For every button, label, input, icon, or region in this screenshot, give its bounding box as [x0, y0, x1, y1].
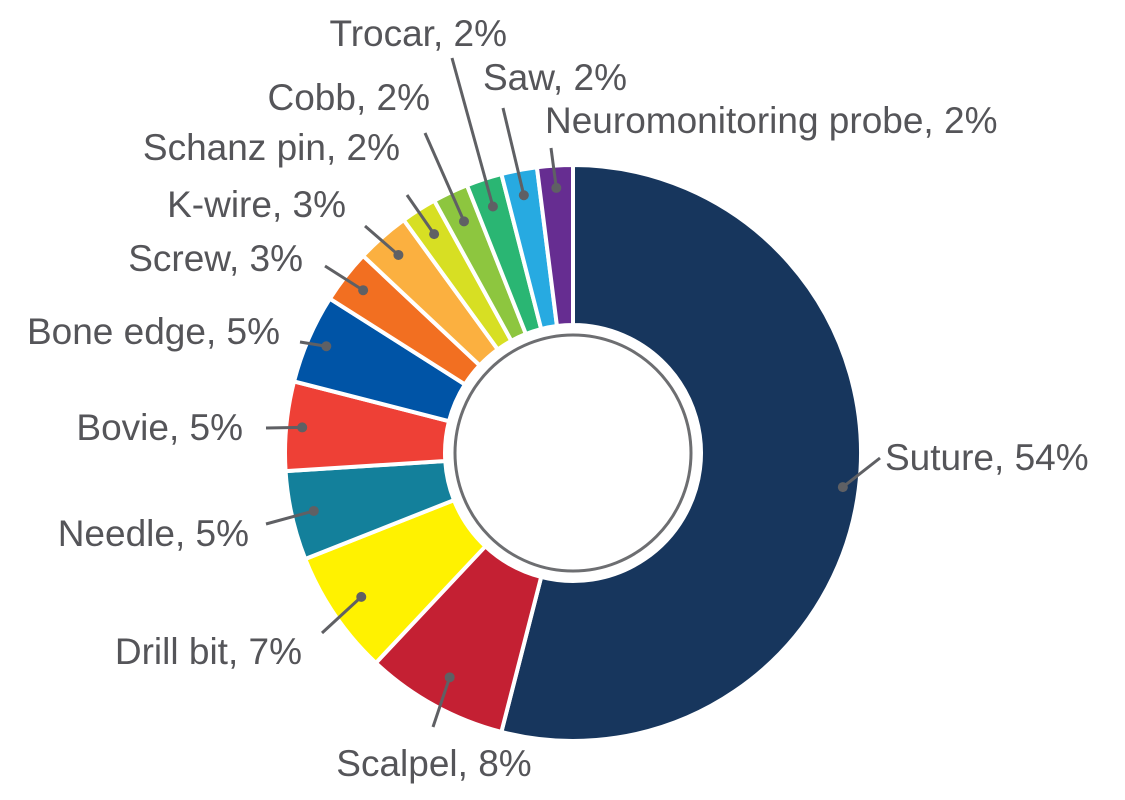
leader-dot-screw	[358, 285, 369, 296]
labels-group: Suture, 54% Scalpel, 8% Drill bit, 7% Needl…	[27, 13, 1089, 784]
label-saw: Saw, 2%	[483, 57, 627, 98]
leader-schanz-pin	[405, 194, 436, 236]
leader-dot-saw	[518, 190, 529, 201]
label-drill-bit: Drill bit, 7%	[115, 631, 302, 672]
label-scalpel: Scalpel, 8%	[336, 743, 531, 784]
leader-trocar	[450, 57, 495, 207]
leader-dot-neuromonitoring-probe	[551, 182, 562, 193]
leader-dot-k-wire	[393, 249, 404, 260]
label-suture: Suture, 54%	[885, 437, 1089, 478]
donut-hole	[453, 333, 693, 573]
leader-dot-cobb	[459, 216, 470, 227]
leader-bovie	[265, 425, 303, 430]
leader-dot-schanz-pin	[429, 229, 440, 240]
leader-dot-bovie	[297, 422, 308, 433]
leader-lines-group	[265, 57, 881, 728]
leader-cobb	[423, 132, 466, 222]
leader-dot-trocar	[487, 201, 498, 212]
leader-neuromonitoring-probe	[549, 147, 558, 189]
label-trocar: Trocar, 2%	[329, 13, 507, 54]
slice-neuromonitoring-probe	[534, 163, 575, 329]
leader-dot-needle	[308, 505, 319, 516]
label-screw: Screw, 3%	[128, 238, 303, 279]
label-bone-edge: Bone edge, 5%	[27, 311, 280, 352]
leader-dot-scalpel	[444, 672, 455, 683]
leader-drill-bit	[320, 595, 363, 635]
leader-saw	[501, 107, 526, 196]
leader-dot-suture	[837, 482, 848, 493]
leader-k-wire	[364, 224, 400, 257]
slice-suture	[499, 163, 863, 743]
slices-group	[283, 163, 863, 743]
label-needle: Needle, 5%	[58, 513, 249, 554]
leader-screw	[324, 264, 364, 292]
label-cobb: Cobb, 2%	[268, 77, 431, 118]
label-neuromonitoring-probe: Neuromonitoring probe, 2%	[545, 100, 997, 141]
label-bovie: Bovie, 5%	[76, 407, 243, 448]
label-k-wire: K-wire, 3%	[167, 184, 346, 225]
leader-scalpel	[431, 676, 452, 728]
leader-suture	[841, 456, 881, 489]
leader-needle	[265, 509, 315, 526]
label-schanz-pin: Schanz pin, 2%	[143, 127, 400, 168]
leader-dot-bone-edge	[321, 341, 332, 352]
leader-dot-drill-bit	[356, 591, 367, 602]
